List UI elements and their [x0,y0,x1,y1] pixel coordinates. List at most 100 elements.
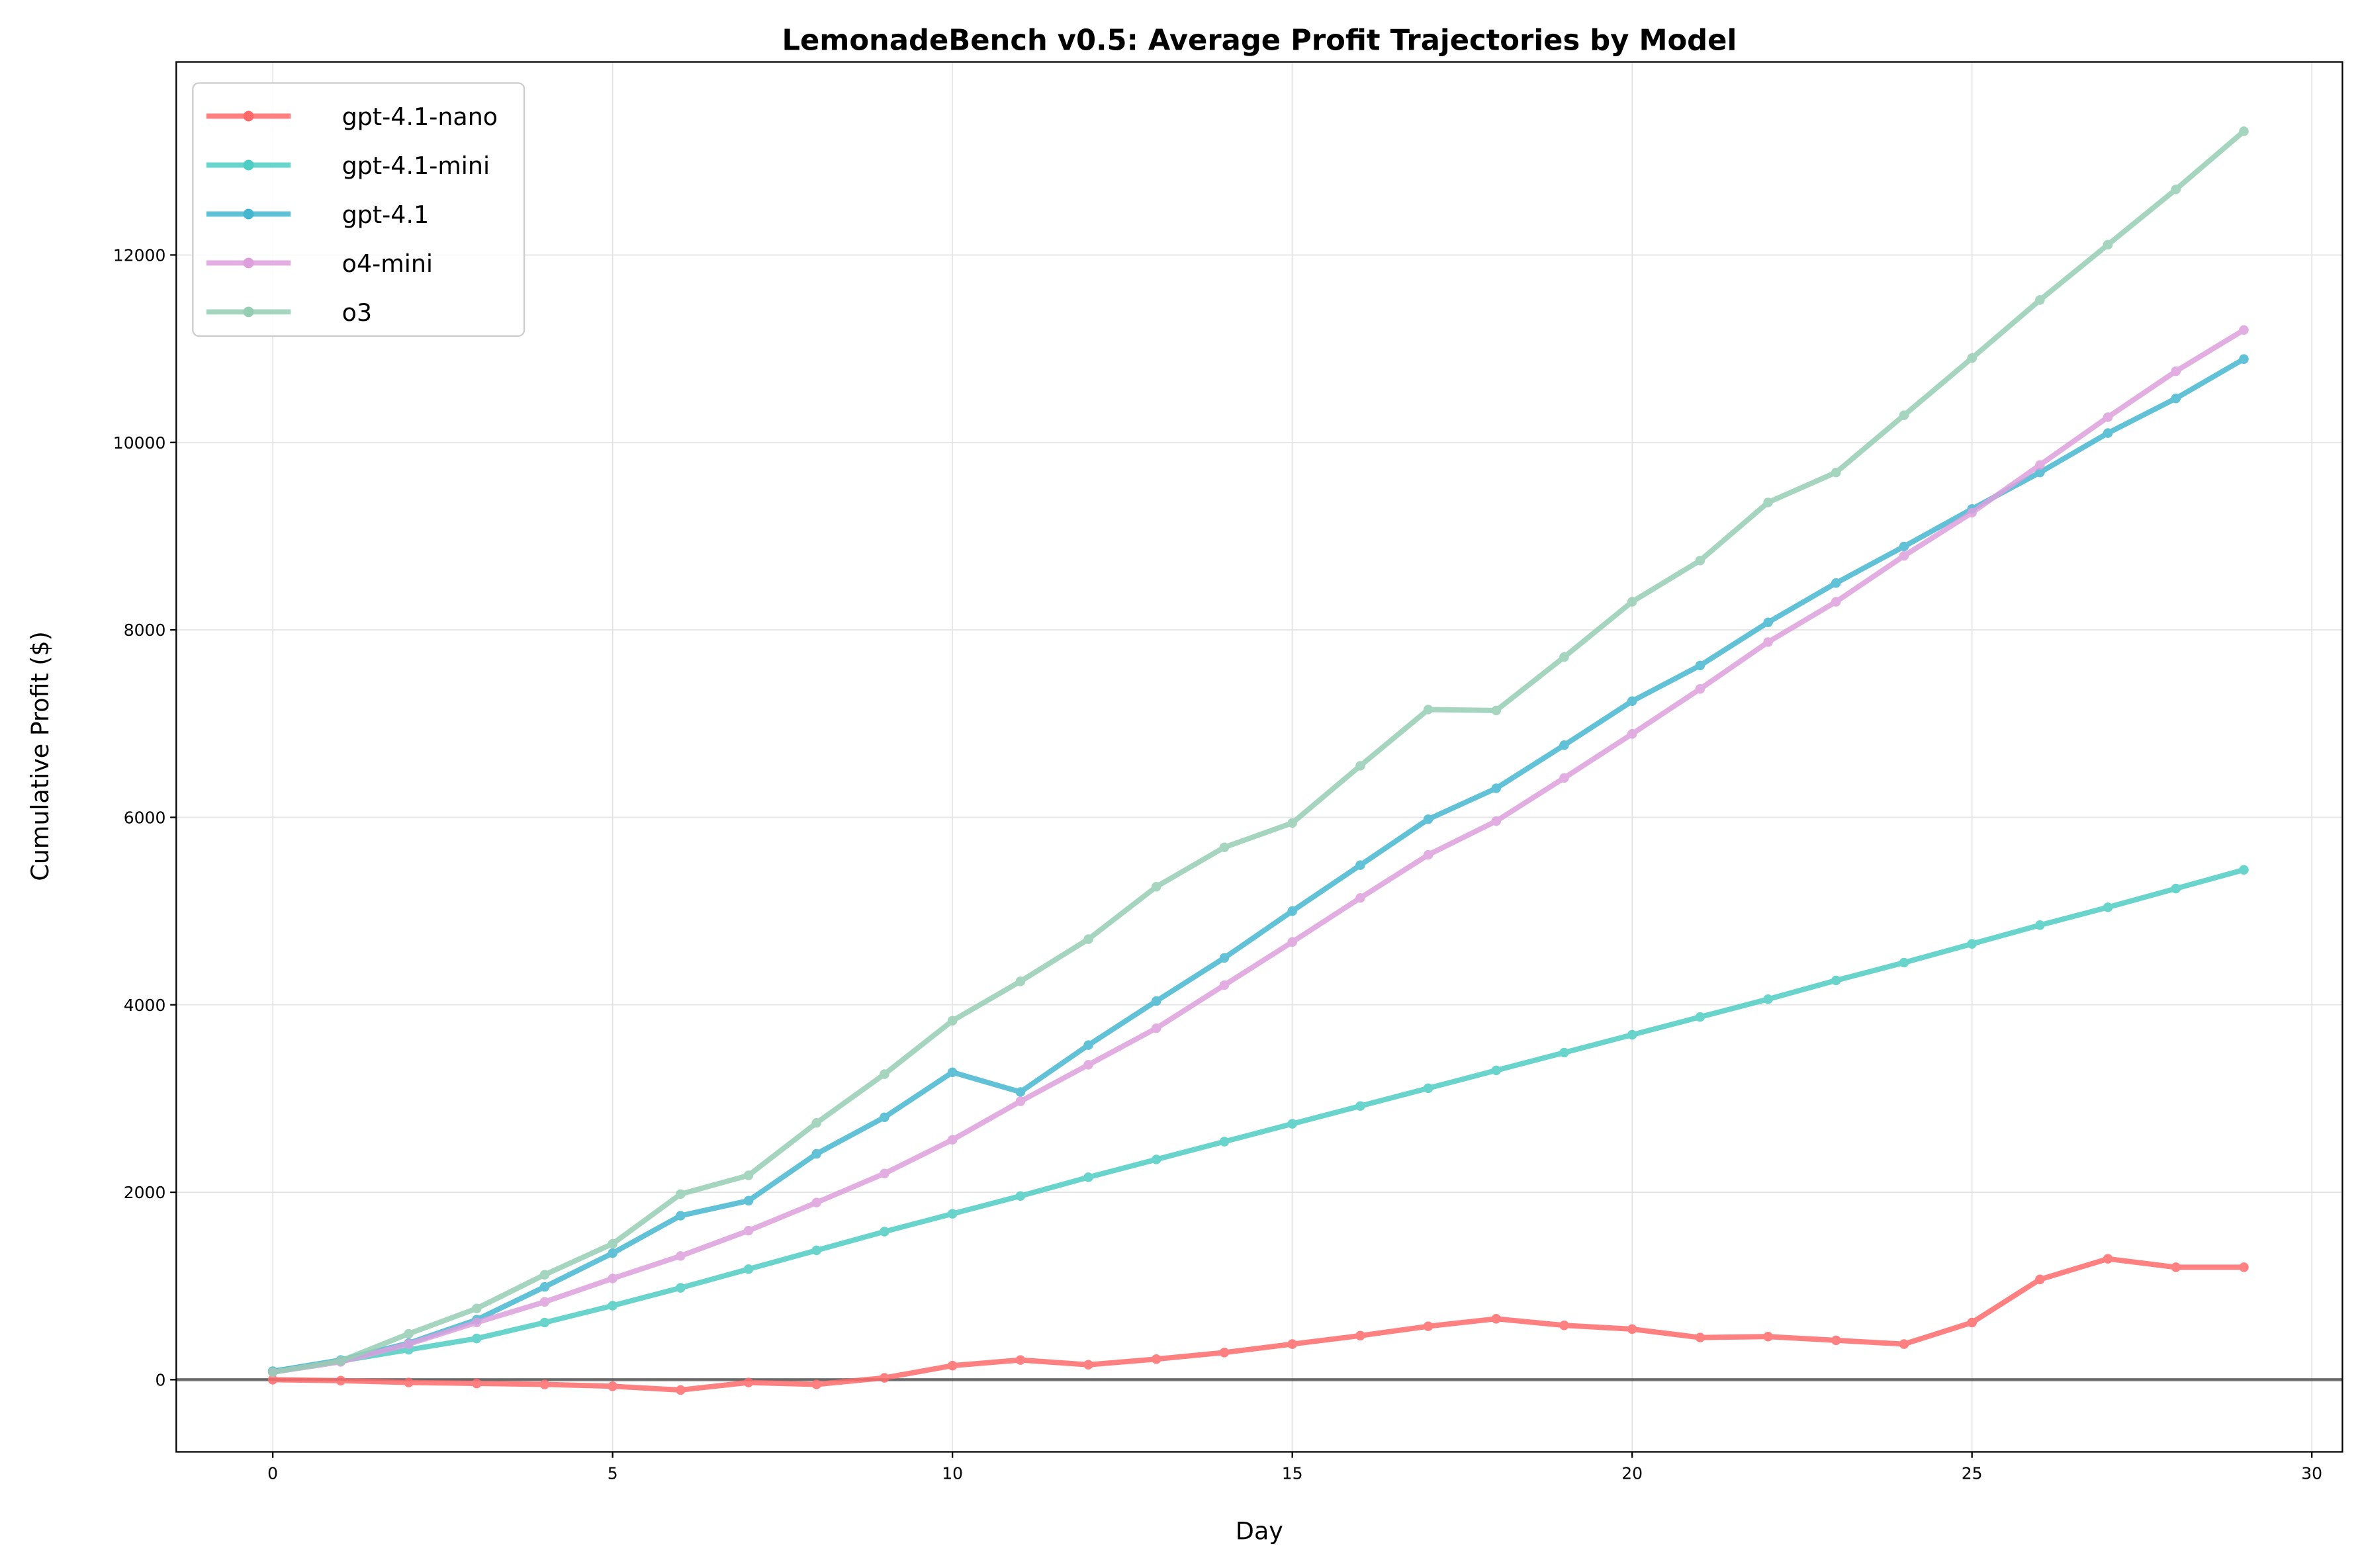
plot-frame [175,61,2343,1453]
y-axis-label: Cumulative Profit ($) [26,631,54,881]
x-tick-label: 30 [2301,1463,2322,1483]
data-point-gpt-4-1 [1695,660,1705,671]
legend-item-o4-mini: o4-mini [206,249,433,278]
data-point-gpt-4-1 [2103,428,2113,438]
series-o4-mini [267,325,2249,1377]
legend-swatch-marker [243,208,254,220]
data-point-o3 [743,1170,754,1180]
data-point-o3 [1627,597,1637,607]
data-point-gpt-4-1-nano [608,1381,617,1391]
legend-item-gpt-4-1-nano: gpt-4.1-nano [206,103,498,131]
data-point-gpt-4-1 [1491,783,1502,793]
data-point-o4-mini [880,1168,889,1179]
data-point-gpt-4-1 [1423,814,1433,824]
data-point-o4-mini [1831,597,1841,607]
data-point-o4-mini [1083,1060,1093,1070]
x-tick-label: 15 [1282,1463,1303,1483]
series-o3 [267,126,2249,1377]
data-point-gpt-4-1 [676,1211,686,1221]
y-ticks: 0 2000 4000 6000 8000 10000 12000 [113,246,177,1389]
data-point-gpt-4-1-nano [1831,1335,1841,1346]
data-point-gpt-4-1 [608,1248,617,1258]
data-point-o4-mini [1695,684,1705,694]
data-point-gpt-4-1-mini [1831,975,1841,986]
x-tick-label: 25 [1962,1463,1983,1483]
data-point-o3 [539,1270,550,1280]
series-group [267,126,2249,1395]
data-point-o3 [676,1189,686,1199]
x-tick-label: 20 [1621,1463,1643,1483]
data-point-gpt-4-1-mini [1423,1083,1433,1094]
data-point-gpt-4-1-nano [880,1373,889,1383]
data-point-gpt-4-1-mini [2171,883,2181,894]
data-point-o3 [2035,295,2045,305]
data-point-o4-mini [1763,637,1773,647]
data-point-gpt-4-1-mini [1151,1154,1161,1164]
y-tick-label: 2000 [124,1183,166,1202]
data-point-gpt-4-1-nano [1899,1339,1909,1349]
data-point-gpt-4-1-mini [743,1264,754,1274]
data-point-o4-mini [1015,1096,1026,1106]
legend-swatch-marker [243,306,254,318]
data-point-gpt-4-1-nano [1695,1332,1705,1342]
data-point-gpt-4-1-nano [1491,1314,1502,1324]
data-point-gpt-4-1-mini [676,1283,686,1293]
data-point-o4-mini [1559,773,1569,783]
data-point-gpt-4-1-mini [608,1301,617,1311]
data-point-o4-mini [1287,937,1297,947]
data-point-gpt-4-1-nano [1559,1320,1569,1330]
data-point-o4-mini [743,1225,754,1236]
data-point-o3 [267,1367,278,1377]
data-point-o4-mini [2103,412,2113,422]
data-point-gpt-4-1-mini [1015,1191,1026,1201]
series-line-o3 [272,129,2246,1375]
data-point-o4-mini [947,1135,958,1145]
series-line-gpt-4-1-mini [272,867,2245,1374]
data-point-gpt-4-1 [2239,354,2249,364]
data-point-gpt-4-1-mini [947,1209,958,1219]
x-axis-label: Day [1236,1516,1283,1545]
data-point-gpt-4-1-nano [1967,1317,1977,1328]
data-point-o4-mini [608,1274,617,1284]
legend-box [192,82,525,337]
data-point-gpt-4-1 [1831,578,1841,588]
data-point-gpt-4-1 [947,1067,958,1078]
data-point-gpt-4-1-nano [1355,1330,1365,1341]
data-point-o3 [1967,353,1977,363]
data-point-o3 [608,1239,617,1249]
data-point-o3 [2103,240,2113,250]
data-point-gpt-4-1-mini [811,1245,822,1256]
data-point-o4-mini [1355,893,1365,903]
data-point-gpt-4-1-mini [539,1317,550,1328]
y-tick-label: 12000 [113,246,166,265]
legend-item-gpt-4-1: gpt-4.1 [206,200,429,229]
y-tick-label: 10000 [113,433,166,453]
data-point-o3 [1083,934,1093,944]
data-point-o3 [947,1016,958,1026]
data-point-o4-mini [811,1198,822,1207]
x-tick-label: 5 [608,1463,618,1483]
data-point-gpt-4-1 [1015,1087,1026,1097]
data-point-o3 [2239,126,2249,136]
data-point-o4-mini [539,1297,550,1307]
data-point-gpt-4-1-nano [2239,1262,2249,1272]
data-point-gpt-4-1 [2035,467,2045,478]
data-point-gpt-4-1-nano [2103,1254,2113,1264]
data-point-gpt-4-1-mini [1967,939,1977,949]
data-point-gpt-4-1 [2171,393,2181,404]
data-point-gpt-4-1-nano [1287,1339,1297,1349]
legend-item-gpt-4-1-mini: gpt-4.1-mini [206,152,490,180]
data-point-gpt-4-1-nano [676,1385,686,1395]
data-point-gpt-4-1-nano [2035,1274,2045,1285]
data-point-o4-mini [2171,366,2181,376]
data-point-o3 [1899,410,1909,420]
data-point-o4-mini [1627,729,1637,739]
data-point-gpt-4-1-nano [947,1360,958,1371]
data-point-gpt-4-1-mini [1219,1137,1230,1147]
data-point-gpt-4-1 [1151,996,1161,1006]
legend-swatch-marker [243,257,254,269]
data-point-gpt-4-1-nano [1083,1360,1093,1370]
data-point-o3 [336,1356,346,1366]
series-gpt-4-1-nano [267,1254,2249,1395]
